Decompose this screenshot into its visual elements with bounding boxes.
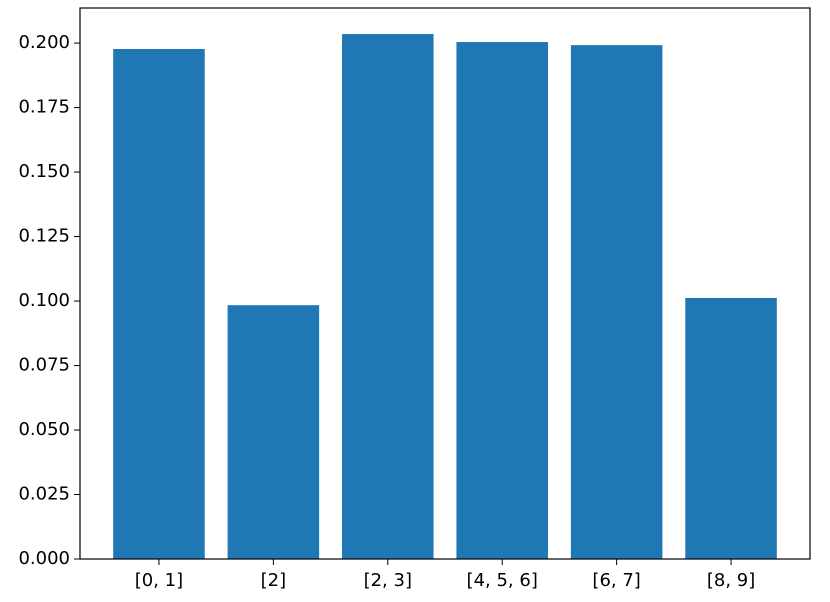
x-tick-label: [8, 9] <box>707 570 755 591</box>
x-tick-label: [0, 1] <box>135 570 183 591</box>
x-tick-label: [6, 7] <box>592 570 640 591</box>
plot-frame <box>79 7 811 560</box>
x-tick-label: [4, 5, 6] <box>467 570 538 591</box>
y-tick-label: 0.175 <box>18 97 70 118</box>
x-tick-label: [2, 3] <box>364 570 412 591</box>
bar <box>113 49 205 560</box>
y-tick-label: 0.025 <box>18 484 70 505</box>
bar <box>456 42 548 560</box>
y-tick-label: 0.075 <box>18 355 70 376</box>
y-tick-label: 0.050 <box>18 419 70 440</box>
bar <box>570 45 663 560</box>
x-tick-label: [2] <box>261 570 287 591</box>
y-tick-label: 0.000 <box>18 548 70 569</box>
bar <box>342 34 434 560</box>
y-tick-label: 0.150 <box>18 161 70 182</box>
bar <box>685 297 777 559</box>
y-tick-label: 0.125 <box>18 226 70 247</box>
y-tick-label: 0.200 <box>18 32 70 53</box>
y-tick-label: 0.100 <box>18 290 70 311</box>
bar <box>227 305 320 559</box>
